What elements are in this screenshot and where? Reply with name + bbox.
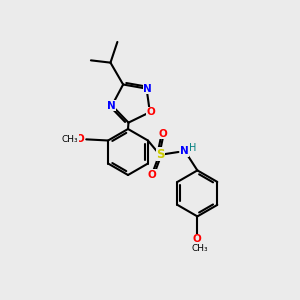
Text: O: O (76, 134, 85, 144)
Text: CH₃: CH₃ (191, 244, 208, 253)
Text: O: O (158, 129, 167, 139)
Text: N: N (180, 146, 189, 156)
Text: S: S (156, 148, 165, 161)
Text: CH₃: CH₃ (62, 135, 79, 144)
Text: N: N (143, 84, 152, 94)
Text: N: N (106, 100, 115, 110)
Text: O: O (147, 170, 156, 180)
Text: O: O (193, 234, 202, 244)
Text: O: O (146, 107, 155, 117)
Text: H: H (189, 143, 196, 153)
